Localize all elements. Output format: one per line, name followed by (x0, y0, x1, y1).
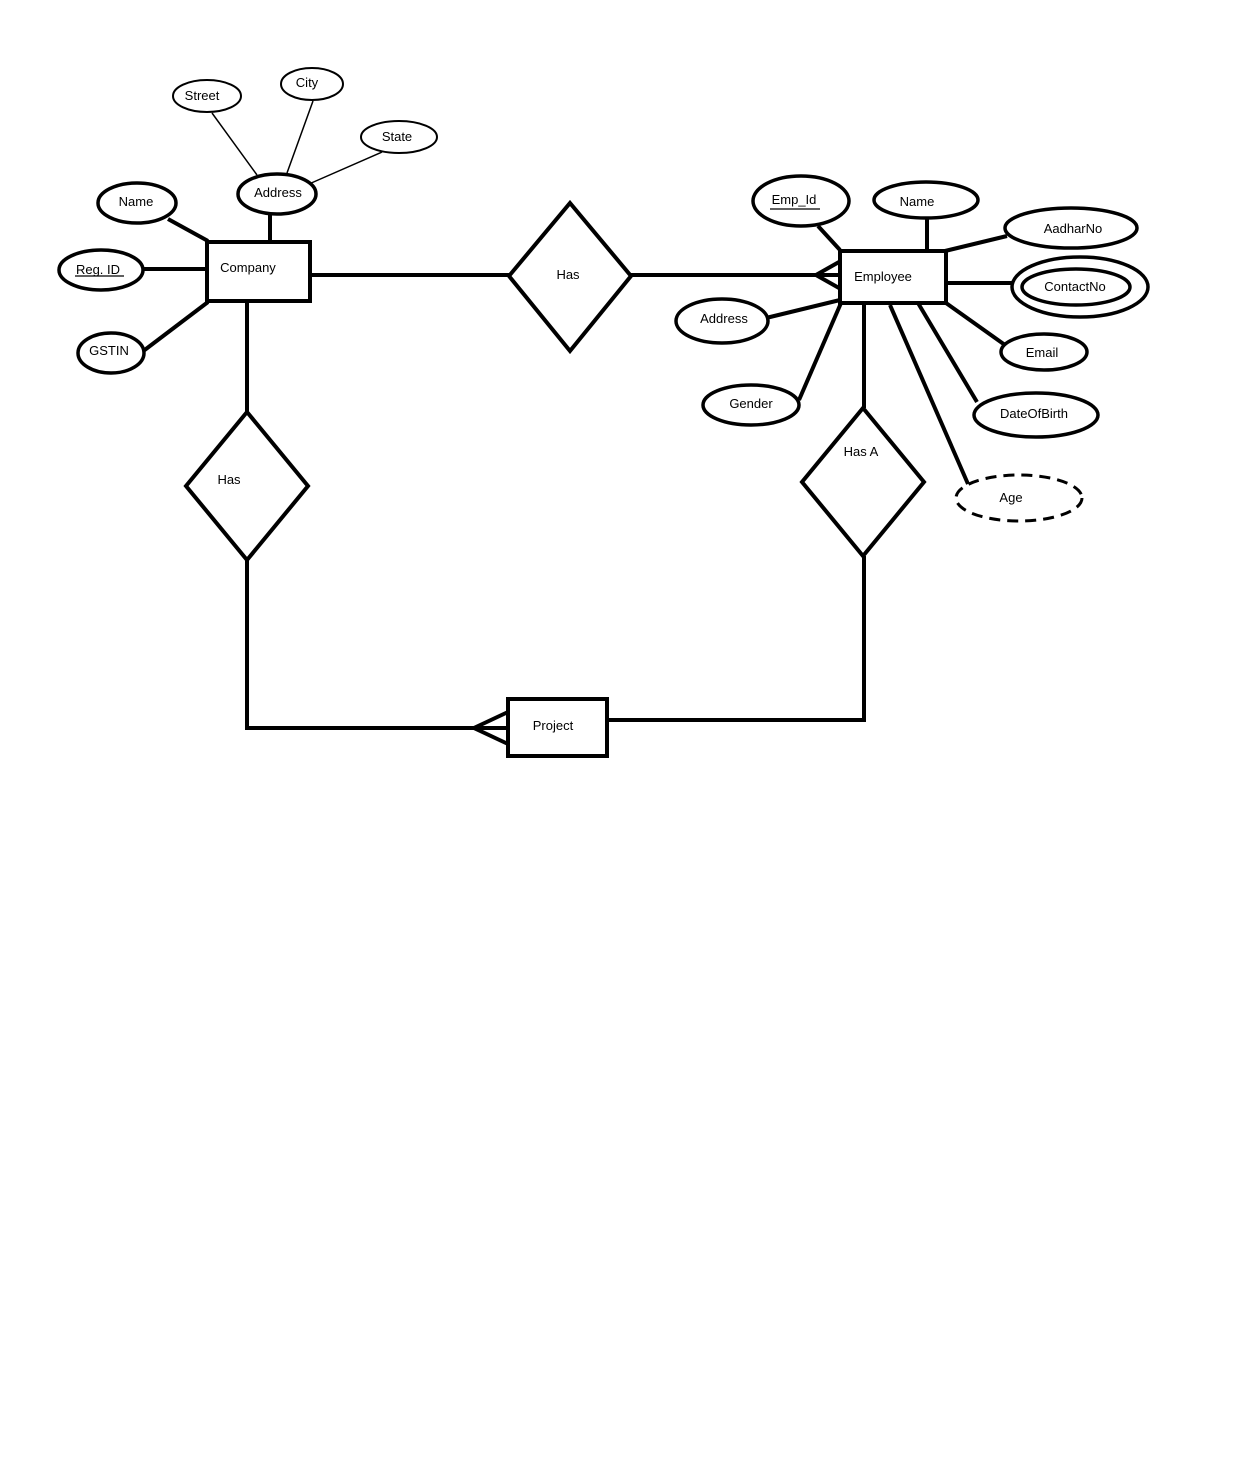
company-attribute-gstin: GSTIN (76, 331, 146, 375)
line-gstin-company (140, 300, 210, 354)
company-label: Company (220, 260, 276, 275)
street-label: Street (185, 88, 220, 103)
reg-id-label: Reg. ID (76, 262, 120, 277)
line-street-address (211, 112, 258, 176)
relationship-company-project: Has (183, 408, 311, 564)
company-attribute-reg-id: Reg. ID (57, 248, 145, 292)
aadhar-no-label: AadharNo (1044, 221, 1103, 236)
employee-attribute-name: Name (872, 180, 980, 220)
address-label: Address (254, 185, 302, 200)
company-attribute-name: Name (96, 181, 178, 225)
line-has2-project (245, 560, 508, 730)
employee-label: Employee (854, 269, 912, 284)
employee-attribute-contact-no: ContactNo (1010, 255, 1150, 319)
line-dob-employee (916, 301, 979, 404)
employee-attribute-aadhar-no: AadharNo (1003, 206, 1139, 250)
crowfoot-employee (811, 260, 840, 290)
employee-attribute-gender: Gender (701, 383, 801, 427)
line-hasa-project (607, 556, 866, 722)
project-label: Project (533, 718, 574, 733)
entity-company: Company (205, 240, 312, 303)
employee-attribute-date-of-birth: DateOfBirth (972, 391, 1100, 439)
line-email-employee (944, 301, 1007, 347)
crowfoot-project (469, 710, 509, 746)
has-project-label: Has (217, 472, 241, 487)
has-a-label: Has A (844, 444, 879, 459)
employee-attribute-age: Age (954, 473, 1084, 523)
company-attribute-address: Address (236, 172, 318, 216)
connectors (140, 100, 1013, 746)
entity-project: Project (506, 697, 609, 758)
entity-employee: Employee (838, 249, 948, 305)
line-name-company (167, 217, 209, 243)
line-aadhar-employee (944, 234, 1008, 253)
line-address-employee (765, 298, 841, 320)
employee-name-label: Name (900, 194, 935, 209)
employee-attribute-email: Email (999, 332, 1089, 372)
line-city-address (286, 100, 314, 174)
age-label: Age (999, 490, 1022, 505)
relationship-employee-project: Has A (799, 404, 927, 560)
company-attribute-city: City (280, 67, 344, 101)
line-empid-employee (816, 224, 842, 252)
city-label: City (296, 75, 319, 90)
relationship-company-employee: Has (506, 199, 634, 355)
company-attribute-street: Street (172, 79, 242, 113)
email-label: Email (1026, 345, 1059, 360)
employee-attribute-address: Address (674, 297, 770, 345)
gstin-label: GSTIN (89, 343, 129, 358)
employee-address-label: Address (700, 311, 748, 326)
line-age-employee (888, 304, 970, 485)
has-label: Has (556, 267, 580, 282)
line-state-address (308, 151, 383, 185)
state-label: State (382, 129, 412, 144)
employee-attribute-emp-id: Emp_Id (751, 174, 851, 228)
contact-no-label: ContactNo (1044, 279, 1105, 294)
gender-label: Gender (729, 396, 773, 411)
name-label: Name (119, 194, 154, 209)
line-gender-employee (797, 302, 843, 401)
emp-id-label: Emp_Id (772, 192, 817, 207)
company-attribute-state: State (360, 120, 438, 154)
date-of-birth-label: DateOfBirth (1000, 406, 1068, 421)
